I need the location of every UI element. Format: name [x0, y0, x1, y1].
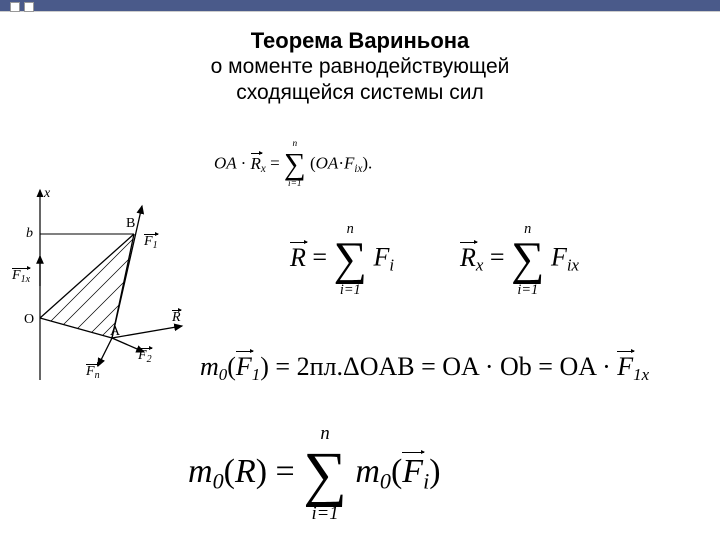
- eq4-1: 1: [252, 365, 260, 384]
- label-F1x-f: F: [12, 268, 21, 283]
- eq1-oa: OA: [214, 154, 236, 173]
- label-F1-sub: 1: [153, 240, 158, 251]
- equation-oa-rx: OA · Rx = n ∑ i=1 (OA·Fix).: [214, 140, 372, 189]
- eq5-sum: n ∑ i=1: [303, 425, 347, 524]
- eq2-r: R: [290, 243, 306, 272]
- label-B: B: [126, 216, 135, 232]
- eq4-mid: = 2пл.ΔOAB = OA · Ob = OA ·: [269, 352, 617, 381]
- slide-top-border: [0, 0, 720, 12]
- label-x-axis: x: [44, 186, 50, 202]
- label-A: A: [110, 324, 120, 340]
- eq3-f: F: [551, 243, 567, 272]
- force-diagram: x b B F1 F1x O A R F2 Fn: [12, 186, 192, 391]
- eq2-r-vec: R: [290, 243, 306, 272]
- eq3-sum: n ∑ i=1: [511, 222, 544, 297]
- title-sub-1: о моменте равнодействующей: [0, 54, 720, 80]
- eq1-f: F: [344, 154, 354, 173]
- label-F2-f: F: [138, 348, 147, 363]
- label-F1x-sub: 1x: [21, 274, 30, 285]
- eq4-1x: 1x: [633, 365, 649, 384]
- title-block: Теорема Вариньона о моменте равнодейству…: [0, 28, 720, 107]
- equation-m0-r-sum: m0(R) = n ∑ i=1 m0(Fi): [188, 425, 441, 524]
- eq3-r: R: [460, 243, 476, 272]
- eq4-f1-vec: F: [236, 352, 252, 381]
- label-F1: F1: [144, 234, 158, 251]
- label-F2-sub: 2: [147, 354, 152, 365]
- label-b: b: [26, 226, 33, 242]
- eq1-r: R: [251, 154, 261, 173]
- eq4-m: m: [200, 352, 219, 381]
- eq1-sum-lo: i=1: [284, 180, 306, 189]
- title-main: Теорема Вариньона: [0, 28, 720, 54]
- diagram-svg: [12, 186, 192, 391]
- eq3-ix: ix: [567, 256, 579, 275]
- eq2-i: i: [389, 256, 394, 275]
- equation-m0-f1: m0(F1) = 2пл.ΔOAB = OA · Ob = OA · F1x: [200, 352, 649, 385]
- eq5-0: 0: [213, 469, 224, 494]
- label-R: R: [172, 310, 181, 326]
- label-Fn: Fn: [86, 364, 100, 381]
- eq2-sum: n ∑ i=1: [334, 222, 367, 297]
- eq3-x: x: [476, 256, 484, 275]
- eq3-sum-lo: i=1: [511, 283, 544, 297]
- eq3-r-vec: R: [460, 243, 476, 272]
- eq1-x: x: [261, 163, 266, 175]
- equation-rx-sum-fix: Rx = n ∑ i=1 Fix: [460, 222, 579, 297]
- label-Fn-sub: n: [95, 370, 100, 381]
- eq5-m2: m: [355, 453, 380, 490]
- title-sub-2: сходящейся системы сил: [0, 80, 720, 106]
- eq5-f: F: [402, 453, 423, 490]
- eq5-fi-vec: F: [402, 453, 423, 490]
- eq1-r-vec: R: [251, 154, 261, 173]
- eq4-f1x-vec: F: [617, 352, 633, 381]
- eq5-r: R: [235, 453, 256, 490]
- eq4-f2: F: [617, 352, 633, 381]
- eq1-sum: n ∑ i=1: [284, 140, 306, 189]
- label-F2: F2: [138, 348, 152, 365]
- equation-r-sum-fi: R = n ∑ i=1 Fi: [290, 222, 394, 297]
- eq2-f: F: [373, 243, 389, 272]
- label-F1-f: F: [144, 234, 153, 249]
- eq4-0: 0: [219, 365, 227, 384]
- eq4-f: F: [236, 352, 252, 381]
- eq2-sum-lo: i=1: [334, 283, 367, 297]
- eq5-02: 0: [380, 469, 391, 494]
- eq5-sum-lo: i=1: [303, 505, 347, 524]
- eq1-oa2: OA: [316, 154, 339, 173]
- label-O: O: [24, 312, 34, 328]
- label-F1x: F1x: [12, 268, 30, 285]
- eq5-m: m: [188, 453, 213, 490]
- label-Fn-f: F: [86, 364, 95, 379]
